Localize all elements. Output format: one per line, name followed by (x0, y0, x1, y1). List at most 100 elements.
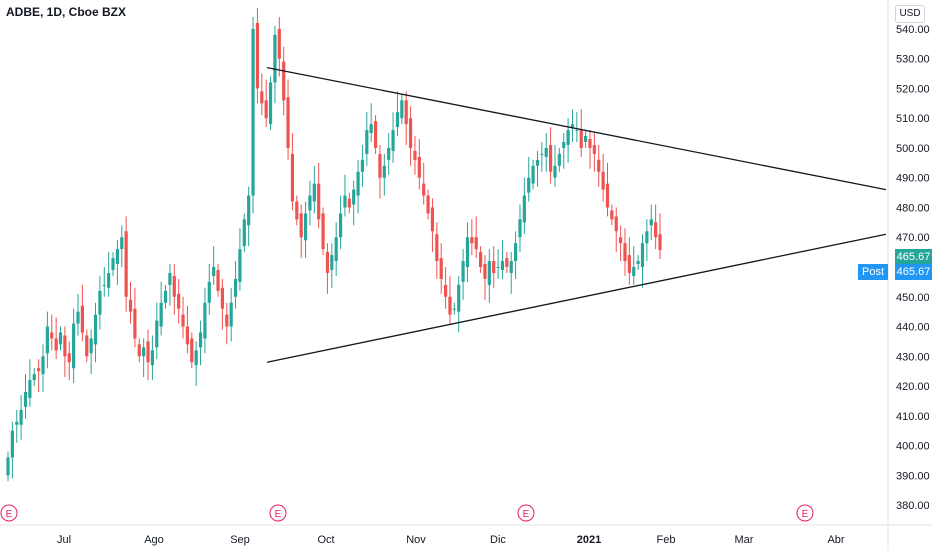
candle-up (45, 326, 49, 354)
candle-down (146, 341, 150, 363)
candle-up (649, 219, 653, 226)
candle-up (575, 130, 579, 132)
candle-down (592, 144, 596, 154)
candle-up (273, 34, 277, 83)
candle-up (229, 302, 233, 327)
candle-down (181, 314, 185, 327)
candle-down (408, 118, 413, 148)
candle-up (111, 258, 115, 270)
earnings-marker-label: E (275, 509, 282, 520)
candle-up (207, 281, 211, 303)
candle-up (391, 130, 395, 151)
candle-down (549, 144, 553, 172)
candle-up (645, 231, 649, 244)
y-tick-label: 380.00 (896, 500, 930, 512)
candle-down (128, 299, 133, 312)
candle-up (98, 290, 102, 315)
candle-up (10, 430, 14, 458)
x-tick-label: Nov (406, 534, 426, 546)
candle-up (93, 314, 98, 345)
candle-down (614, 216, 618, 232)
candle-down (478, 252, 483, 267)
candle-down (430, 207, 435, 232)
candle-up (365, 130, 369, 154)
candle-up (194, 350, 198, 366)
candle-down (470, 237, 474, 244)
candle-up (15, 421, 19, 425)
candle-up (163, 290, 168, 303)
candle-up (303, 213, 308, 241)
candle-down (605, 183, 610, 208)
x-tick-label: Mar (735, 534, 754, 546)
candle-up (640, 243, 645, 267)
y-tick-label: 480.00 (896, 202, 930, 214)
candle-down (37, 368, 41, 372)
candle-down (443, 284, 448, 297)
candle-down (404, 100, 408, 125)
candle-down (426, 195, 430, 214)
time-axis[interactable]: Jul Ago Sep Oct Nov Dic 2021 Feb Mar Abr (57, 534, 845, 546)
candle-down (277, 28, 281, 59)
candle-up (636, 261, 640, 265)
post-market-label: Post (858, 264, 888, 280)
candle-up (360, 159, 365, 172)
candle-up (251, 28, 255, 196)
candle-down (295, 201, 299, 220)
candle-down (325, 252, 330, 273)
candle-up (247, 195, 251, 226)
candle-up (496, 267, 500, 268)
currency-button[interactable]: USD (895, 5, 925, 23)
candle-up (58, 332, 63, 345)
candle-up (356, 171, 360, 196)
candle-down (54, 338, 58, 351)
candle-down (124, 231, 128, 297)
candle-down (225, 314, 229, 327)
y-tick-label: 430.00 (896, 351, 930, 363)
candle-down (282, 61, 286, 101)
candle-up (330, 255, 334, 270)
candle-down (492, 261, 496, 273)
candle-down (579, 130, 583, 148)
candle-up (89, 338, 93, 354)
price-axis[interactable]: 540.00 530.00 520.00 510.00 500.00 490.00 480.… (896, 24, 930, 512)
y-tick-label: 420.00 (896, 381, 930, 393)
x-tick-label: Jul (57, 534, 71, 546)
x-tick-label: Dic (490, 534, 506, 546)
candle-up (107, 272, 111, 288)
candle-up (32, 374, 36, 381)
candle-up (400, 100, 404, 119)
candle-up (28, 380, 32, 398)
last-price-tag: 465.67 (895, 249, 932, 265)
candle-down (190, 338, 194, 363)
candle-up (352, 189, 356, 205)
candle-down (317, 183, 321, 220)
candle-up (203, 302, 207, 339)
candle-down (177, 293, 181, 309)
candle-down (413, 150, 417, 160)
y-tick-label: 410.00 (896, 411, 930, 423)
candle-down (85, 335, 89, 357)
candle-up (102, 284, 106, 286)
candle-up (76, 311, 80, 324)
candle-up (382, 165, 386, 178)
earnings-marker-label: E (523, 509, 530, 520)
candle-up (168, 272, 172, 285)
candle-down (654, 222, 658, 238)
candles-layer (6, 8, 662, 482)
candle-down (483, 264, 487, 279)
x-tick-label: Abr (827, 534, 844, 546)
candle-up (6, 457, 10, 476)
y-tick-label: 400.00 (896, 441, 930, 453)
y-tick-label: 500.00 (896, 143, 930, 155)
candle-up (487, 261, 491, 285)
candle-down (172, 275, 176, 297)
candle-down (290, 153, 295, 202)
candle-up (338, 213, 343, 238)
candle-up (198, 332, 203, 348)
candle-down (601, 171, 605, 190)
trendlines-layer (266, 66, 887, 363)
candle-down (137, 344, 141, 357)
candle-down (299, 213, 303, 238)
